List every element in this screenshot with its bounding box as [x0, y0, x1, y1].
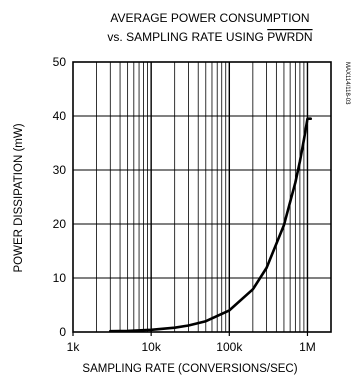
grid-layer: [72, 62, 331, 336]
y-tick-label: 30: [53, 163, 67, 177]
y-tick-label: 10: [53, 271, 67, 285]
figure-code: MAX114/118-03: [344, 62, 350, 105]
y-axis-label: POWER DISSIPATION (mW): [13, 123, 25, 272]
y-tick-label: 0: [59, 325, 66, 339]
series-curve: [108, 117, 313, 333]
y-tick-label: 50: [53, 55, 67, 69]
chart-title-line2: vs. SAMPLING RATE USING PWRDN: [107, 30, 312, 44]
x-tick-label: 10k: [141, 340, 161, 354]
x-tick-label: 100k: [216, 340, 243, 354]
x-axis-label: SAMPLING RATE (CONVERSIONS/SEC): [82, 363, 297, 375]
y-tick-label: 20: [53, 217, 67, 231]
y-tick-labels: 0 10 20 30 40 50: [53, 55, 67, 339]
chart-title-overbar-text: PWRDN: [267, 30, 312, 44]
x-tick-labels: 1k 10k 100k 1M: [67, 340, 316, 354]
x-tick-label: 1k: [67, 340, 81, 354]
x-tick-label: 1M: [299, 340, 316, 354]
chart-title-line1: AVERAGE POWER CONSUMPTION: [110, 11, 309, 25]
y-tick-label: 40: [53, 109, 67, 123]
plot-frame: [72, 61, 332, 333]
chart-title-line2-prefix: vs. SAMPLING RATE USING: [107, 30, 267, 44]
